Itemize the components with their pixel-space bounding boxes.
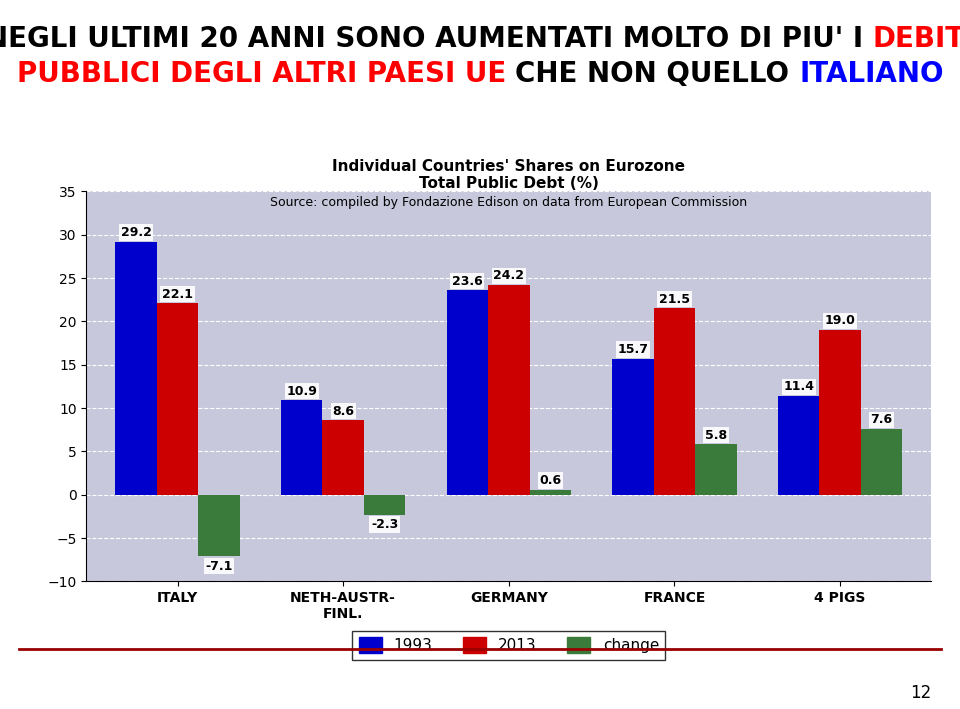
Text: -7.1: -7.1 — [205, 559, 232, 573]
Bar — [446, 290, 488, 495]
Text: 19.0: 19.0 — [825, 315, 855, 328]
Text: Total Public Debt (%): Total Public Debt (%) — [419, 177, 599, 191]
Bar — [156, 303, 198, 495]
Bar — [323, 420, 364, 495]
Bar — [281, 401, 323, 495]
Text: 23.6: 23.6 — [452, 274, 483, 288]
Text: CHE NON QUELLO: CHE NON QUELLO — [516, 60, 799, 89]
Text: 11.4: 11.4 — [783, 380, 814, 393]
Bar — [488, 285, 530, 495]
Bar — [778, 396, 820, 495]
Text: 7.6: 7.6 — [871, 413, 893, 426]
Text: 10.9: 10.9 — [286, 385, 317, 398]
Text: 5.8: 5.8 — [705, 429, 727, 442]
Bar — [530, 489, 571, 495]
Legend: 1993, 2013, change: 1993, 2013, change — [352, 631, 665, 659]
Text: ITALIANO: ITALIANO — [799, 60, 944, 89]
Bar — [861, 429, 902, 495]
Text: DEBITI: DEBITI — [873, 25, 960, 53]
Text: 12: 12 — [910, 684, 931, 702]
Text: 21.5: 21.5 — [659, 293, 690, 306]
Bar — [695, 445, 736, 495]
Text: 15.7: 15.7 — [617, 343, 649, 356]
Text: 8.6: 8.6 — [332, 405, 354, 418]
Text: Source: compiled by Fondazione Edison on data from European Commission: Source: compiled by Fondazione Edison on… — [270, 196, 748, 209]
Text: -2.3: -2.3 — [371, 518, 398, 531]
Bar — [820, 330, 861, 495]
Bar — [654, 308, 695, 495]
Text: 0.6: 0.6 — [540, 474, 562, 487]
Bar — [612, 359, 654, 495]
Bar — [198, 495, 240, 557]
Text: 24.2: 24.2 — [493, 269, 524, 282]
Bar — [115, 242, 156, 495]
Text: PUBBLICI DEGLI ALTRI PAESI UE: PUBBLICI DEGLI ALTRI PAESI UE — [16, 60, 516, 89]
Text: NEGLI ULTIMI 20 ANNI SONO AUMENTATI MOLTO DI PIU' I: NEGLI ULTIMI 20 ANNI SONO AUMENTATI MOLT… — [0, 25, 873, 53]
Text: 22.1: 22.1 — [162, 288, 193, 301]
Text: Individual Countries' Shares on Eurozone: Individual Countries' Shares on Eurozone — [332, 159, 685, 174]
Text: 29.2: 29.2 — [121, 226, 152, 239]
Bar — [364, 495, 405, 515]
